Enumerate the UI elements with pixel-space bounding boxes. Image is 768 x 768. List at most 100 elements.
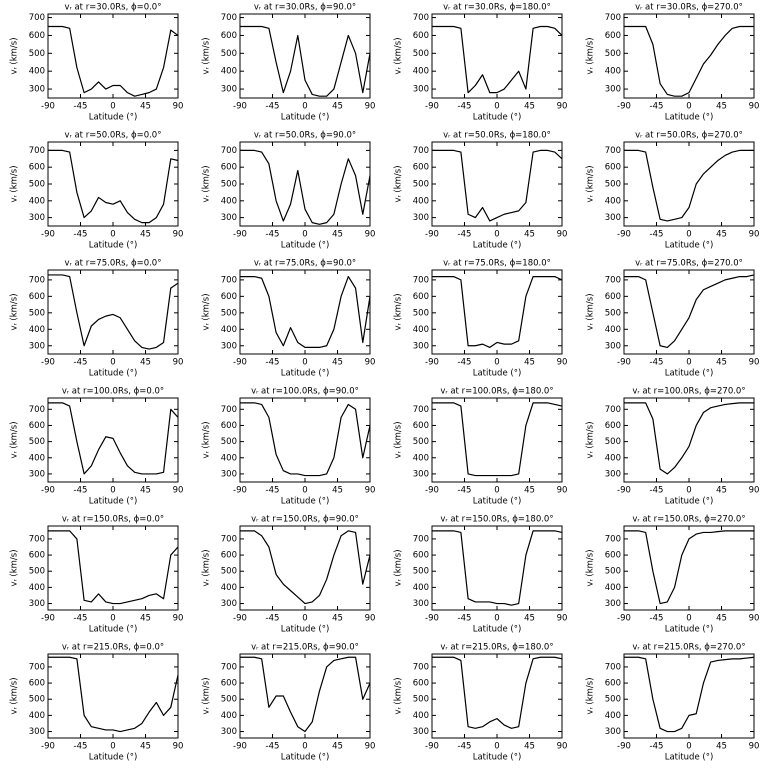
x-tick-label: 90	[365, 358, 376, 368]
y-axis-label: vᵣ (km/s)	[394, 293, 404, 330]
y-axis-label: vᵣ (km/s)	[586, 677, 596, 714]
x-tick-label: 0	[686, 230, 691, 240]
chart-title: vᵣ at r=150.0Rs, ϕ=0.0°	[62, 515, 164, 525]
x-axis-label: Latitude (°)	[281, 241, 330, 251]
x-axis-label: Latitude (°)	[473, 241, 522, 251]
x-axis-label: Latitude (°)	[665, 625, 714, 635]
y-tick-label: 400	[413, 711, 429, 721]
y-tick-label: 600	[605, 679, 621, 689]
x-tick-label: 90	[557, 614, 568, 624]
x-tick-label: 45	[716, 230, 727, 240]
y-tick-label: 700	[29, 662, 45, 672]
plot-frame	[623, 141, 755, 227]
x-axis-label: Latitude (°)	[89, 369, 138, 379]
x-tick-label: 45	[332, 358, 343, 368]
y-axis-label: vᵣ (km/s)	[10, 421, 20, 458]
y-tick-label: 300	[605, 727, 621, 737]
x-tick-label: -90	[425, 102, 439, 112]
y-axis-label: vᵣ (km/s)	[10, 677, 20, 714]
y-tick-label: 400	[29, 711, 45, 721]
data-line	[48, 25, 179, 97]
x-tick-label: 90	[365, 742, 376, 752]
x-tick-label: 0	[302, 102, 307, 112]
x-tick-label: -45	[650, 102, 664, 112]
x-tick-label: 45	[524, 614, 535, 624]
y-tick-label: 700	[29, 13, 45, 23]
chart-panel: vᵣ at r=100.0Rs, ϕ=180.0° -90 -45 0 45 90 300 4…	[394, 387, 568, 507]
chart-panel: vᵣ at r=100.0Rs, ϕ=0.0° -90 -45 0 45 90 300 400…	[10, 387, 184, 507]
y-tick-label: 500	[221, 49, 237, 59]
y-tick-label: 300	[29, 727, 45, 737]
chart-title: vᵣ at r=215.0Rs, ϕ=180.0°	[440, 643, 553, 653]
y-tick-label: 500	[413, 695, 429, 705]
chart-title: vᵣ at r=30.0Rs, ϕ=0.0°	[65, 3, 162, 13]
chart-title: vᵣ at r=100.0Rs, ϕ=0.0°	[62, 387, 164, 397]
y-tick-label: 400	[221, 453, 237, 463]
y-tick-label: 500	[221, 695, 237, 705]
x-tick-label: -45	[74, 102, 88, 112]
data-line	[624, 530, 754, 605]
y-tick-label: 500	[413, 567, 429, 577]
y-tick-label: 500	[29, 567, 45, 577]
x-axis-label: Latitude (°)	[665, 753, 714, 763]
y-tick-label: 600	[413, 421, 429, 431]
chart-title: vᵣ at r=30.0Rs, ϕ=270.0°	[635, 3, 743, 13]
chart-panel: vᵣ at r=150.0Rs, ϕ=90.0° -90 -45 0 45 90 300 40…	[202, 515, 376, 635]
plot-frame	[623, 397, 755, 483]
x-tick-label: 0	[686, 102, 691, 112]
y-tick-label: 600	[221, 679, 237, 689]
x-tick-label: -45	[458, 358, 472, 368]
x-tick-label: 0	[302, 358, 307, 368]
y-tick-label: 600	[221, 163, 237, 173]
x-tick-label: 45	[524, 230, 535, 240]
chart-panel: vᵣ at r=215.0Rs, ϕ=0.0° -90 -45 0 45 90 300 400…	[10, 643, 184, 763]
y-tick-label: 400	[221, 67, 237, 77]
data-line	[624, 402, 754, 475]
data-line	[432, 402, 563, 477]
y-tick-label: 700	[29, 146, 45, 156]
x-tick-label: 0	[494, 486, 499, 496]
x-tick-label: -45	[266, 230, 280, 240]
x-tick-label: 45	[716, 742, 727, 752]
x-tick-label: 90	[173, 230, 184, 240]
x-tick-label: -45	[266, 742, 280, 752]
data-line	[624, 25, 754, 97]
chart-title: vᵣ at r=75.0Rs, ϕ=180.0°	[443, 259, 551, 269]
y-tick-label: 500	[605, 308, 621, 318]
y-axis-label: vᵣ (km/s)	[10, 549, 20, 586]
y-tick-label: 300	[221, 85, 237, 95]
x-tick-label: 0	[686, 742, 691, 752]
x-tick-label: 90	[749, 486, 760, 496]
y-tick-label: 400	[413, 325, 429, 335]
y-tick-label: 500	[605, 437, 621, 447]
x-tick-label: -45	[74, 742, 88, 752]
x-tick-label: -45	[650, 742, 664, 752]
y-axis-label: vᵣ (km/s)	[202, 549, 212, 586]
chart-panel: vᵣ at r=50.0Rs, ϕ=180.0° -90 -45 0 45 90 300 40…	[394, 131, 568, 251]
chart-panel: vᵣ at r=75.0Rs, ϕ=0.0° -90 -45 0 45 90 300 400 5…	[10, 259, 184, 379]
chart-title: vᵣ at r=75.0Rs, ϕ=90.0°	[254, 259, 356, 269]
y-tick-label: 300	[221, 599, 237, 609]
y-tick-label: 300	[605, 469, 621, 479]
y-axis-label: vᵣ (km/s)	[202, 421, 212, 458]
x-tick-label: 45	[332, 102, 343, 112]
y-axis-label: vᵣ (km/s)	[586, 37, 596, 74]
x-tick-label: -90	[233, 358, 247, 368]
x-tick-label: 45	[140, 742, 151, 752]
y-tick-label: 500	[413, 437, 429, 447]
x-tick-label: -90	[233, 230, 247, 240]
x-axis-label: Latitude (°)	[665, 497, 714, 507]
x-tick-label: 45	[332, 742, 343, 752]
chart-title: vᵣ at r=215.0Rs, ϕ=270.0°	[632, 643, 745, 653]
x-tick-label: 0	[494, 230, 499, 240]
y-tick-label: 700	[605, 662, 621, 672]
y-tick-label: 300	[221, 213, 237, 223]
x-tick-label: 45	[524, 358, 535, 368]
y-tick-label: 600	[221, 421, 237, 431]
data-line	[240, 275, 371, 349]
x-axis-label: Latitude (°)	[89, 625, 138, 635]
x-tick-label: 0	[686, 358, 691, 368]
x-tick-label: 0	[302, 230, 307, 240]
data-line	[48, 530, 179, 605]
